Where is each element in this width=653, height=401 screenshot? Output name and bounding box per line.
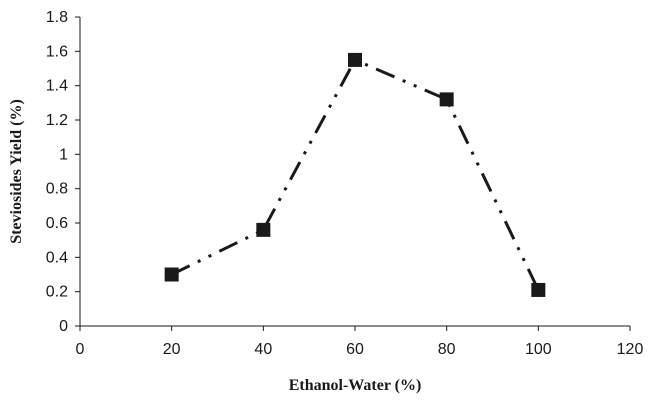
y-tick-label: 0.8 xyxy=(46,181,68,198)
data-point-marker xyxy=(531,282,546,297)
x-tick-label: 60 xyxy=(346,341,364,358)
series-line xyxy=(171,57,540,291)
data-point-marker xyxy=(256,222,271,237)
x-tick-label: 40 xyxy=(254,341,272,358)
y-tick-label: 1.8 xyxy=(46,9,68,26)
x-tick-label: 20 xyxy=(163,341,181,358)
data-point-marker xyxy=(439,92,454,107)
y-tick-label: 0 xyxy=(59,318,68,335)
y-tick-label: 0.2 xyxy=(46,284,68,301)
y-axis-title: Steviosides Yield (%) xyxy=(8,99,25,244)
y-tick-label: 0.4 xyxy=(46,249,68,266)
series-layer xyxy=(164,52,546,297)
y-tick-label: 0.6 xyxy=(46,215,68,232)
x-tick-labels: 0 20 40 60 80 100 120 xyxy=(76,341,644,358)
x-tick-label: 0 xyxy=(76,341,85,358)
y-axis xyxy=(75,16,81,327)
y-tick-labels: 0 0.2 0.4 0.6 0.8 1 1.2 1.4 1.6 1.8 xyxy=(46,9,68,335)
data-point-marker xyxy=(164,267,179,282)
y-tick-label: 1.6 xyxy=(46,43,68,60)
data-point-marker xyxy=(348,52,362,67)
x-tick-label: 100 xyxy=(525,341,552,358)
x-axis xyxy=(79,325,631,331)
x-tick-label: 120 xyxy=(617,341,644,358)
y-tick-label: 1 xyxy=(59,146,68,163)
y-tick-label: 1.2 xyxy=(46,112,68,129)
x-axis-title: Ethanol-Water (%) xyxy=(289,377,422,394)
y-tick-label: 1.4 xyxy=(46,78,68,95)
x-tick-label: 80 xyxy=(438,341,456,358)
